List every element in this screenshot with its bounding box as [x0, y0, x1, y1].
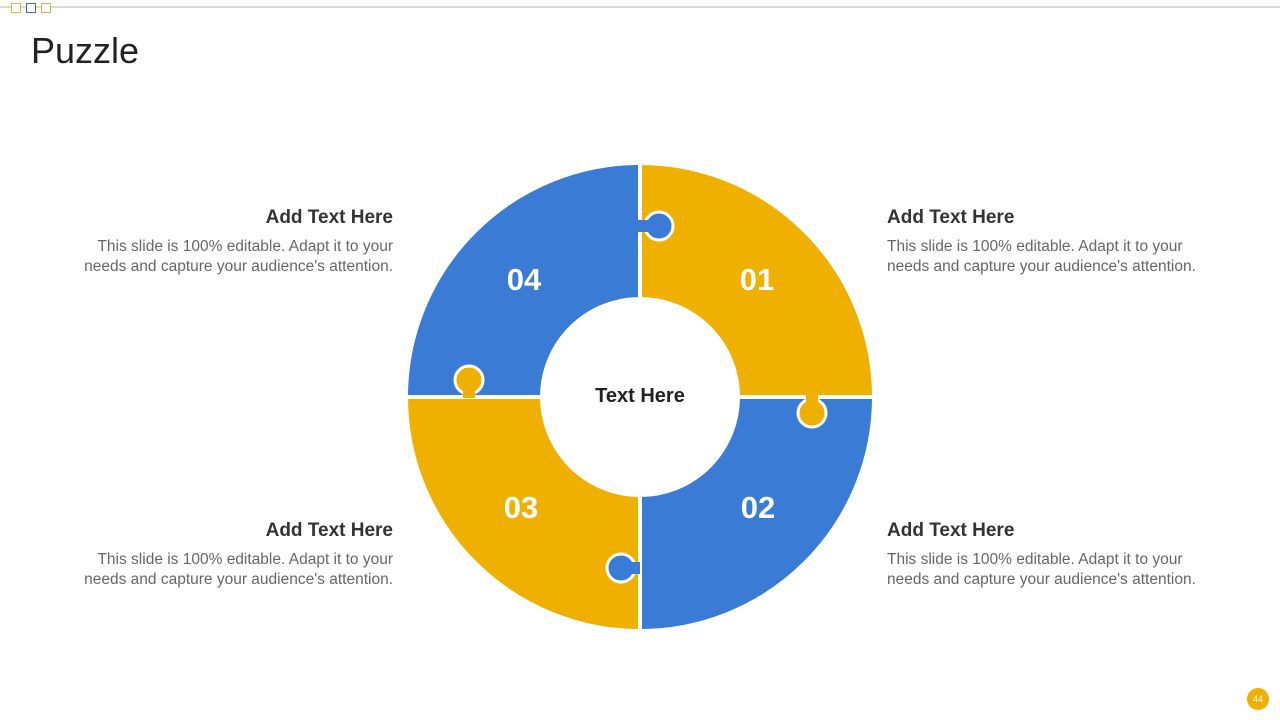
- puzzle-knob-neck: [638, 220, 648, 232]
- header-rule: [0, 6, 1280, 8]
- text-block-bottom-left: Add Text Here This slide is 100% editabl…: [63, 520, 393, 590]
- piece-number-04: 04: [507, 262, 542, 297]
- puzzle-knob-neck: [630, 562, 640, 574]
- puzzle-piece-04: [403, 160, 642, 399]
- piece-number-01: 01: [740, 262, 774, 297]
- text-block-bottom-right: Add Text Here This slide is 100% editabl…: [887, 520, 1217, 590]
- block-heading: Add Text Here: [265, 207, 393, 228]
- slide-title: Puzzle: [31, 30, 140, 71]
- piece-number-02: 02: [741, 490, 775, 525]
- block-heading: Add Text Here: [265, 520, 393, 541]
- puzzle-knob-neck: [463, 388, 475, 398]
- page-number-badge: 44: [1247, 688, 1269, 710]
- block-heading: Add Text Here: [887, 520, 1015, 541]
- decor-square-icon: [26, 3, 36, 13]
- decor-square-icon: [41, 3, 51, 13]
- text-block-top-left: Add Text Here This slide is 100% editabl…: [63, 207, 393, 277]
- puzzle-piece-01: [638, 160, 877, 399]
- block-body: This slide is 100% editable. Adapt it to…: [887, 238, 1196, 275]
- block-body: This slide is 100% editable. Adapt it to…: [84, 238, 393, 275]
- text-block-top-right: Add Text Here This slide is 100% editabl…: [887, 207, 1217, 277]
- puzzle-knob-neck: [806, 394, 818, 404]
- center-label: Text Here: [595, 385, 685, 407]
- decor-square-icon: [11, 3, 21, 13]
- puzzle-piece-02: [638, 395, 877, 634]
- puzzle-knob: [643, 210, 675, 242]
- piece-number-03: 03: [504, 490, 538, 525]
- block-heading: Add Text Here: [887, 207, 1015, 228]
- block-body: This slide is 100% editable. Adapt it to…: [887, 551, 1196, 588]
- block-body: This slide is 100% editable. Adapt it to…: [84, 551, 393, 588]
- puzzle-piece-03: [403, 395, 642, 634]
